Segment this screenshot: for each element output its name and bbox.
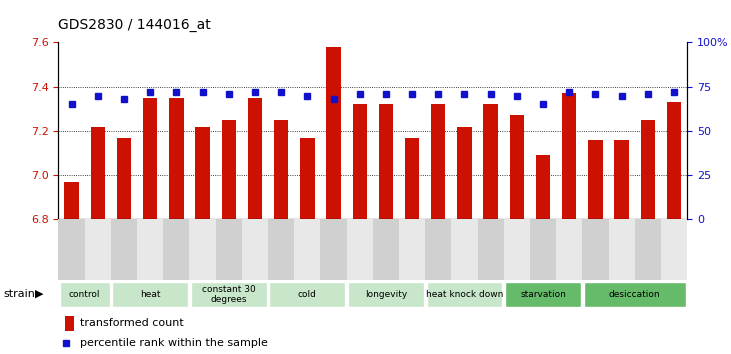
Bar [373, 219, 399, 280]
Bar [458, 127, 471, 219]
Bar [58, 219, 85, 280]
Bar [562, 93, 577, 219]
Bar [85, 219, 111, 280]
Text: constant 30
degrees: constant 30 degrees [202, 285, 256, 304]
Bar [294, 219, 320, 280]
FancyBboxPatch shape [112, 282, 188, 307]
Bar [640, 120, 655, 219]
Bar [137, 219, 163, 280]
Text: percentile rank within the sample: percentile rank within the sample [80, 338, 268, 348]
Bar [64, 182, 79, 219]
FancyBboxPatch shape [348, 282, 424, 307]
Bar [274, 120, 288, 219]
Text: longevity: longevity [365, 290, 407, 299]
FancyBboxPatch shape [269, 282, 345, 307]
Text: heat knock down: heat knock down [425, 290, 503, 299]
Text: desiccation: desiccation [609, 290, 661, 299]
Bar [615, 140, 629, 219]
Bar [399, 219, 425, 280]
Bar [379, 104, 393, 219]
Bar [221, 120, 236, 219]
Bar [588, 140, 602, 219]
Bar [189, 219, 216, 280]
FancyBboxPatch shape [583, 282, 686, 307]
Bar [352, 104, 367, 219]
Bar [405, 138, 420, 219]
Bar [242, 219, 268, 280]
Bar [216, 219, 242, 280]
Bar [248, 98, 262, 219]
Bar [477, 219, 504, 280]
Bar [536, 155, 550, 219]
Bar [91, 127, 105, 219]
Bar [431, 104, 445, 219]
Bar [300, 138, 314, 219]
Text: strain: strain [4, 289, 36, 299]
Bar [117, 138, 131, 219]
FancyBboxPatch shape [191, 282, 267, 307]
Text: control: control [69, 290, 100, 299]
Text: transformed count: transformed count [80, 318, 184, 329]
Bar [346, 219, 373, 280]
Bar [169, 98, 183, 219]
Text: ▶: ▶ [35, 289, 44, 299]
Bar [504, 219, 530, 280]
FancyBboxPatch shape [505, 282, 581, 307]
Bar [143, 98, 157, 219]
Bar [111, 219, 137, 280]
Bar [530, 219, 556, 280]
Bar [320, 219, 346, 280]
Bar [65, 316, 75, 331]
Bar [661, 219, 687, 280]
Bar [635, 219, 661, 280]
FancyBboxPatch shape [60, 282, 110, 307]
Bar [195, 127, 210, 219]
Bar [425, 219, 451, 280]
Text: heat: heat [140, 290, 160, 299]
Bar [268, 219, 294, 280]
Bar [583, 219, 608, 280]
Bar [556, 219, 583, 280]
Bar [667, 102, 681, 219]
Text: starvation: starvation [520, 290, 566, 299]
Text: GDS2830 / 144016_at: GDS2830 / 144016_at [58, 18, 211, 32]
Bar [608, 219, 635, 280]
Bar [163, 219, 189, 280]
Bar [483, 104, 498, 219]
Bar [510, 115, 524, 219]
FancyBboxPatch shape [426, 282, 502, 307]
Bar [451, 219, 477, 280]
Bar [326, 47, 341, 219]
Text: cold: cold [298, 290, 317, 299]
